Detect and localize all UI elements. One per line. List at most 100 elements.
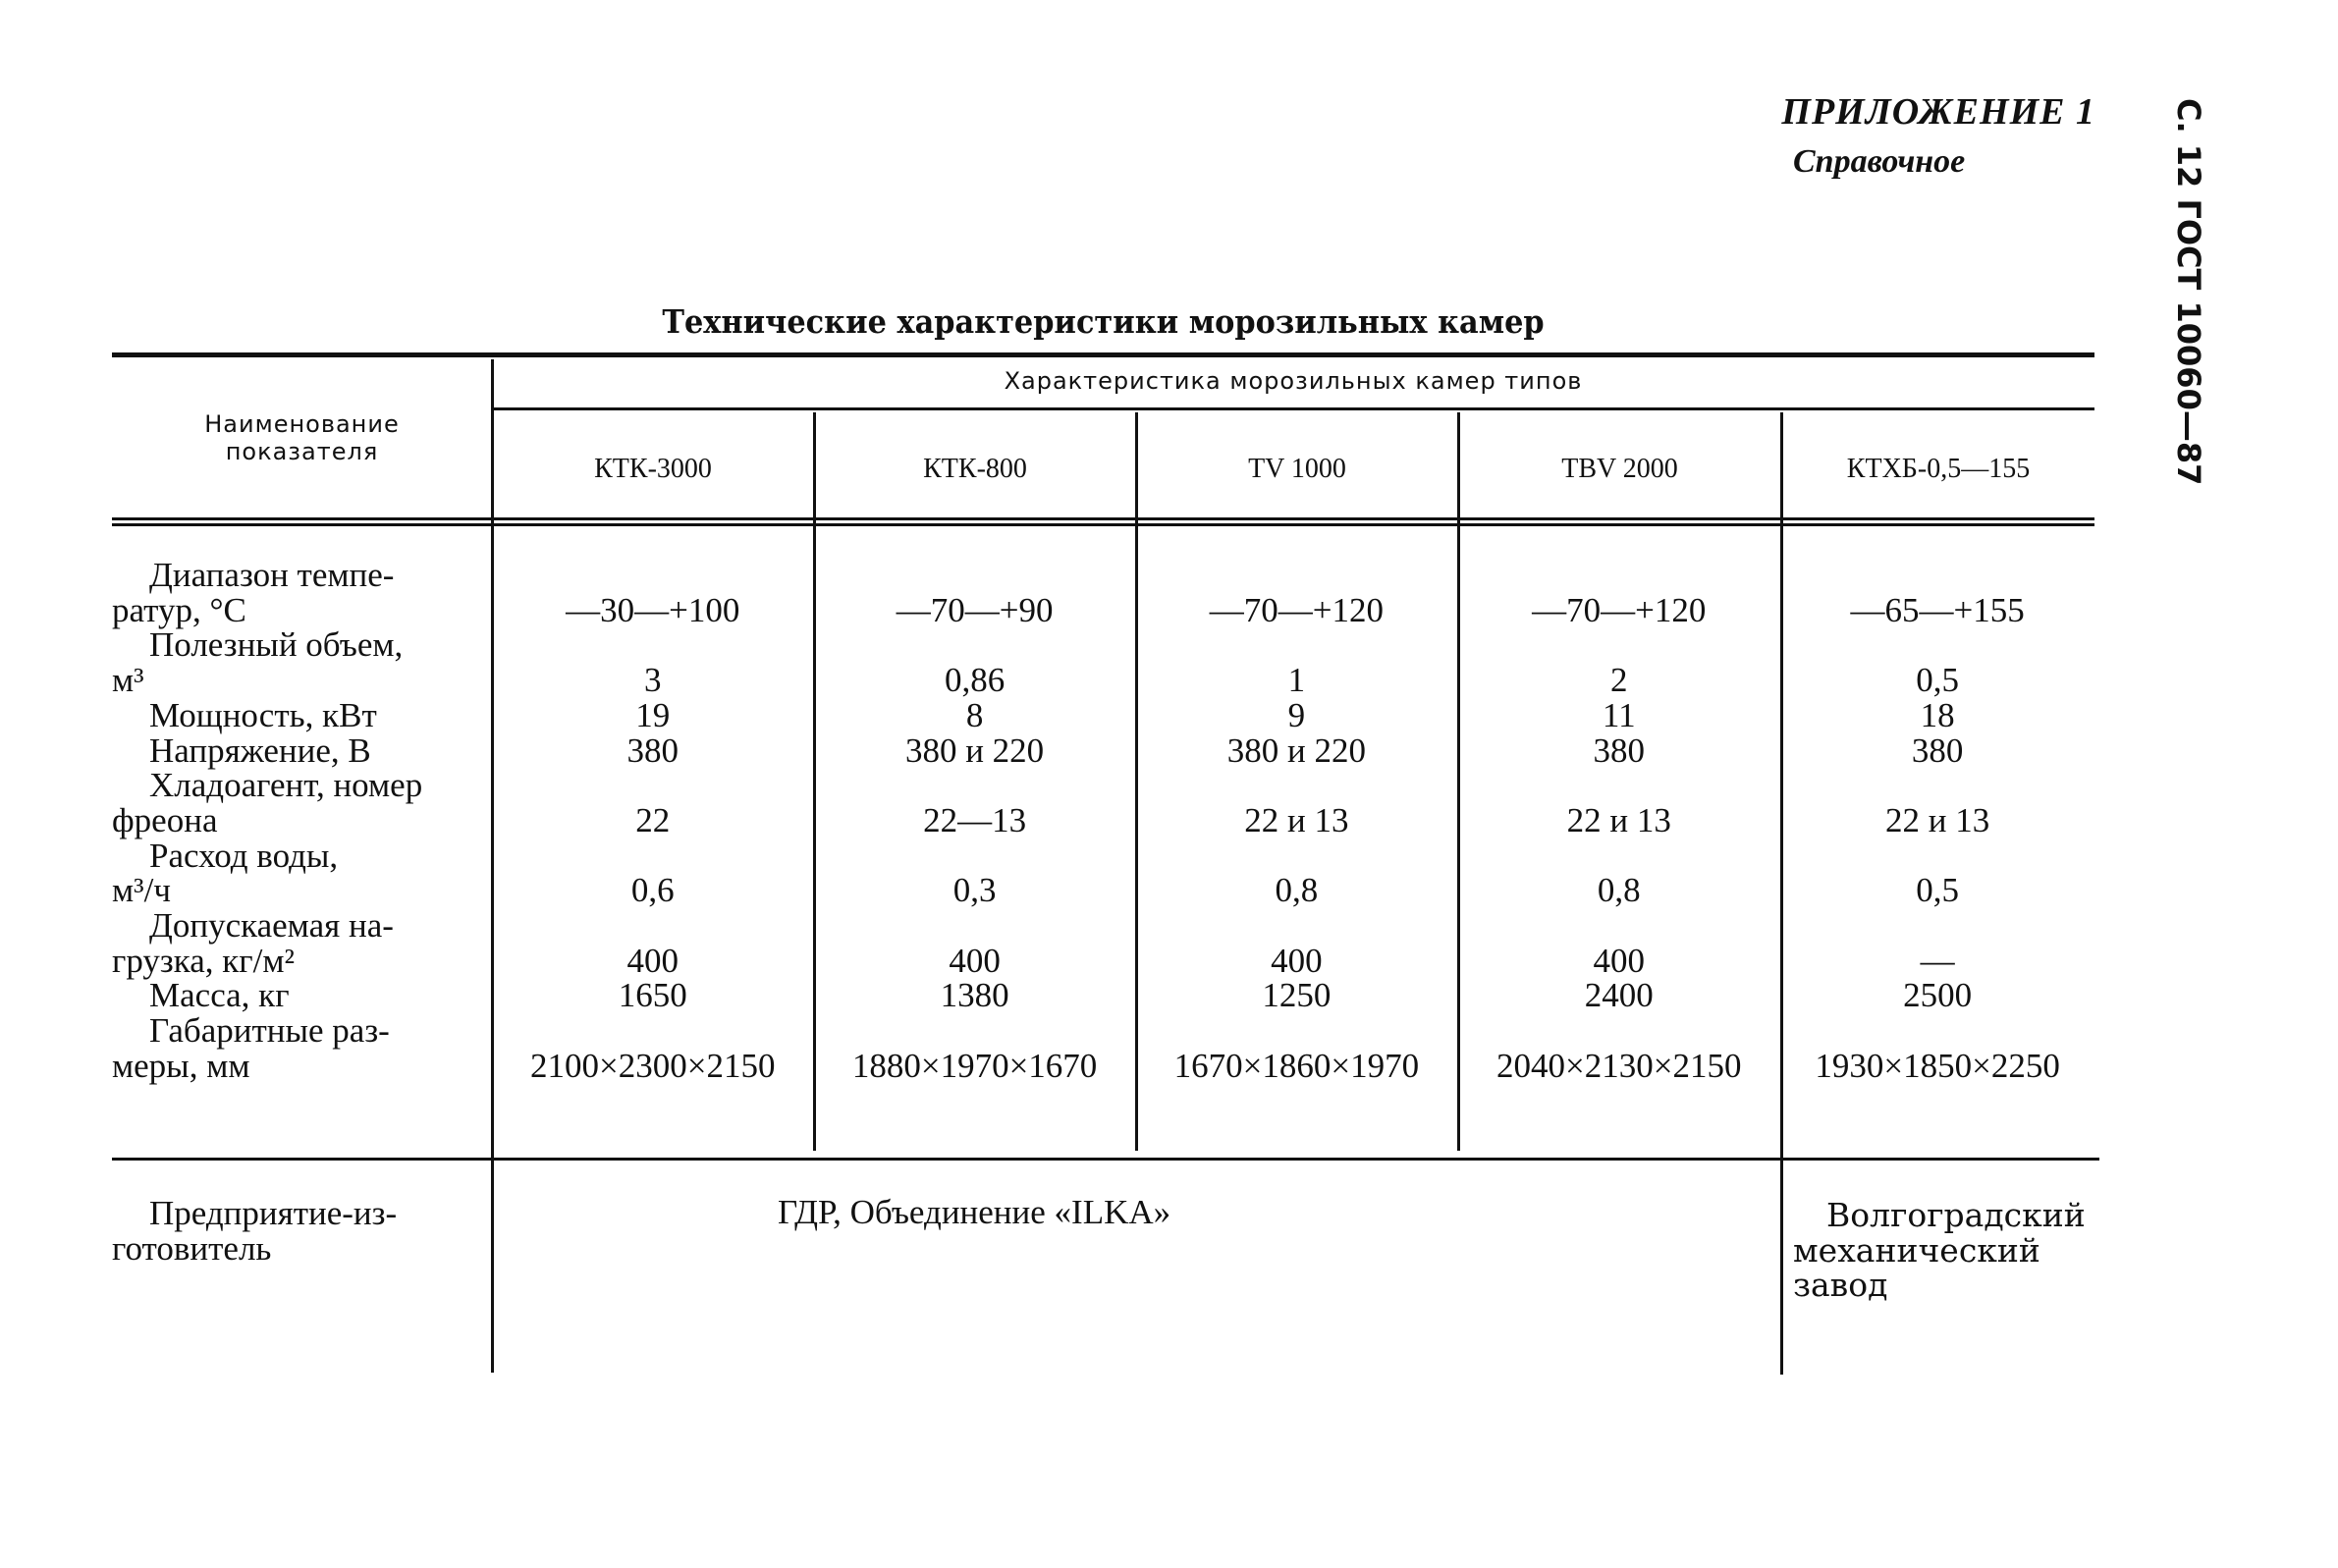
- cell-value: 22—13: [923, 800, 1027, 839]
- page-number-standard: С. 12 ГОСТ 10060—87: [2170, 98, 2207, 486]
- column-divider: [1457, 412, 1460, 1151]
- row-label: Напряжение, В: [112, 730, 492, 770]
- cell-value: 22 и 13: [1566, 800, 1671, 839]
- table-row: Напряжение, В 380 380 и 220 380 и 220 380 380: [112, 730, 2094, 770]
- cell-value: —70—+120: [1532, 590, 1707, 629]
- cell-value: 2100×2300×2150: [529, 1046, 776, 1085]
- row-label-line: Габаритные раз-: [149, 1011, 390, 1051]
- cell-value: 0,3: [952, 871, 997, 910]
- cell-value: 380 и 220: [904, 730, 1045, 770]
- cell-value: 2400: [1584, 976, 1654, 1015]
- manufacturer-line: завод: [1793, 1266, 1888, 1305]
- cell-value: 400: [1593, 941, 1646, 980]
- manufacturer-line: механический: [1793, 1230, 2040, 1270]
- cell-value: 1670×1860×1970: [1173, 1046, 1420, 1085]
- cell-value: 1: [1287, 661, 1306, 700]
- manufacturer-volgograd: Волгоградский механический завод: [1793, 1198, 2086, 1303]
- row-label-line: ратур, °С: [112, 590, 246, 629]
- table-top-rule: [112, 352, 2094, 357]
- param-header-line: показателя: [225, 438, 379, 465]
- table-row: Допускаемая на-грузка, кг/м² 400 400 400 400…: [112, 908, 2094, 978]
- model-header: КТК-800: [923, 454, 1027, 484]
- cell-value: 1930×1850×2250: [1815, 1046, 2060, 1085]
- row-label-line: м³: [112, 661, 144, 700]
- column-divider: [813, 412, 816, 1151]
- table-row: Габаритные раз-меры, мм 2100×2300×2150 188…: [112, 1013, 2094, 1083]
- row-label: Допускаемая на-грузка, кг/м²: [112, 908, 492, 978]
- row-label: Масса, кг: [112, 978, 492, 1013]
- row-label-line: Диапазон темпе-: [149, 556, 395, 594]
- cell-value: 0,5: [1916, 661, 1959, 700]
- cell-value: 1250: [1262, 976, 1332, 1015]
- cell-value: 2500: [1903, 976, 1973, 1015]
- row-label: Хладоагент, номер фреона: [112, 768, 492, 838]
- cell-value: 0,8: [1597, 871, 1641, 910]
- table-row: Мощность, кВт 19 8 9 11 18: [112, 698, 2094, 733]
- body-bottom-rule: [112, 1158, 2099, 1161]
- row-label-line: Напряжение, В: [149, 730, 371, 770]
- cell-value: 9: [1287, 695, 1306, 734]
- row-label: Расход воды, м³/ч: [112, 838, 492, 908]
- row-label-line: м³/ч: [112, 871, 171, 910]
- row-label: Мощность, кВт: [112, 698, 492, 733]
- manufacturer-label-line: готовитель: [112, 1228, 272, 1268]
- column-divider: [1135, 412, 1138, 1151]
- cell-value: 22: [635, 800, 671, 839]
- cell-value: —70—+90: [896, 590, 1054, 629]
- manufacturer-label: Предприятие-из- готовитель: [112, 1196, 397, 1266]
- cell-value: 3: [643, 661, 662, 700]
- cell-value: —: [1920, 941, 1955, 980]
- cell-value: 400: [949, 941, 1001, 980]
- param-column-divider: [491, 359, 494, 1373]
- appendix-type: Справочное: [1793, 143, 1966, 180]
- column-divider: [1780, 412, 1783, 1375]
- param-header: Наименование показателя: [112, 410, 492, 465]
- row-label: Диапазон темпе-ратур, °С: [112, 558, 492, 627]
- model-header: TV 1000: [1248, 454, 1346, 484]
- cell-value: 0,8: [1275, 871, 1319, 910]
- row-label-line: Хладоагент, номер: [149, 766, 423, 805]
- row-label-line: Мощность, кВт: [149, 695, 377, 734]
- cell-value: 1880×1970×1670: [851, 1046, 1098, 1085]
- header-double-rule-1: [112, 517, 2094, 520]
- cell-value: 11: [1602, 695, 1636, 734]
- row-label: Полезный объем, м³: [112, 627, 492, 697]
- table-title: Технические характеристики морозильных к…: [662, 302, 1545, 341]
- row-label-line: Масса, кг: [149, 976, 290, 1015]
- cell-value: —30—+100: [566, 590, 740, 629]
- row-label-line: меры, мм: [112, 1046, 250, 1085]
- cell-value: 1650: [618, 976, 687, 1015]
- row-label-line: Расход воды,: [149, 836, 339, 875]
- cell-value: 19: [635, 695, 671, 734]
- row-label-line: Полезный объем,: [149, 625, 404, 665]
- cell-value: —70—+120: [1209, 590, 1385, 629]
- row-label: Габаритные раз-меры, мм: [112, 1013, 492, 1083]
- cell-value: 400: [626, 941, 679, 980]
- header-double-rule-2: [112, 523, 2094, 526]
- cell-value: 2: [1610, 661, 1628, 700]
- cell-value: 1380: [940, 976, 1009, 1015]
- cell-value: 380: [626, 730, 679, 770]
- manufacturer-gdr: ГДР, Объединение «ILKA»: [778, 1193, 1171, 1231]
- model-header: КТК-3000: [594, 454, 712, 484]
- table-row: Хладоагент, номер фреона 22 22—13 22 и 13 22 …: [112, 768, 2094, 838]
- model-header: TBV 2000: [1561, 454, 1678, 484]
- manufacturer-line: Волгоградский: [1826, 1196, 2086, 1234]
- group-header: Характеристика морозильных камер типов: [1004, 367, 1583, 395]
- row-label-line: фреона: [112, 800, 218, 839]
- cell-value: 2040×2130×2150: [1496, 1046, 1742, 1085]
- table-row: Расход воды, м³/ч 0,6 0,3 0,8 0,8 0,5: [112, 838, 2094, 908]
- cell-value: 400: [1271, 941, 1323, 980]
- table-body: Диапазон темпе-ратур, °С —30—+100 —70—+90 —…: [112, 558, 2094, 1084]
- param-header-line: Наименование: [204, 410, 400, 438]
- table-row: Полезный объем, м³ 3 0,86 1 2 0,5: [112, 627, 2094, 697]
- row-label-line: Допускаемая на-: [149, 906, 394, 946]
- cell-value: 380: [1593, 730, 1646, 770]
- cell-value: 18: [1920, 695, 1955, 734]
- manufacturer-label-line: Предприятие-из-: [149, 1194, 398, 1232]
- cell-value: 8: [965, 695, 984, 734]
- cell-value: 380: [1911, 730, 1964, 770]
- group-header-rule: [492, 407, 2094, 410]
- appendix-title: ПРИЛОЖЕНИЕ 1: [1781, 91, 2095, 133]
- table-row: Масса, кг 1650 1380 1250 2400 2500: [112, 978, 2094, 1013]
